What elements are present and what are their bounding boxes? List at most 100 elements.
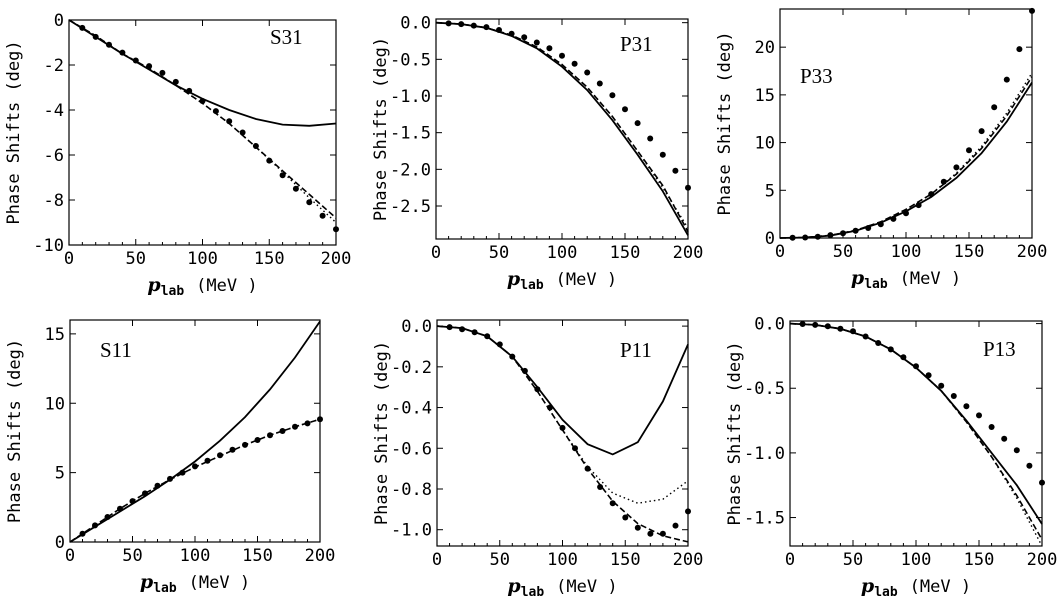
data-point <box>509 353 516 360</box>
panel-p33: 0 50 100 150 200 0 5 10 15 20 P33 Phase Shifts (deg… <box>715 7 1048 292</box>
partial-wave-label: P31 <box>620 32 653 56</box>
y-tick-label: -10 <box>33 236 64 256</box>
partial-wave-label: S31 <box>270 25 303 49</box>
data-point <box>1016 46 1023 53</box>
y-tick-label: 10 <box>45 394 65 414</box>
data-point <box>609 500 616 507</box>
panel-p11: 0 50 100 150 200 0.0 -0.2 -0.4 -0.6 -0.8 -1.0 P11 Ph… <box>372 317 703 600</box>
x-tick-label: 0 <box>431 243 441 263</box>
data-point <box>106 41 112 48</box>
data-point <box>887 346 894 353</box>
x-tick-label: 200 <box>305 546 336 566</box>
data-point <box>596 80 603 87</box>
data-point <box>226 118 233 125</box>
data-point <box>1013 447 1020 454</box>
data-point <box>584 465 591 472</box>
x-tick-label: 50 <box>843 550 863 570</box>
data-point <box>824 323 831 330</box>
data-point <box>459 326 466 333</box>
data-point <box>925 372 932 379</box>
y-tick-label: 0.0 <box>754 315 785 335</box>
data-point <box>79 530 86 537</box>
data-point <box>521 34 528 41</box>
y-tick-label: 20 <box>755 38 775 58</box>
data-point <box>279 428 286 434</box>
data-point <box>292 185 299 192</box>
y-tick-label: -0.5 <box>744 379 785 399</box>
panel-p31: 0 50 100 150 200 0.0 -0.5 -1.0 -1.5 -2.0 -2.5 P31 Ph… <box>371 14 703 293</box>
y-axis-label: Phase Shifts (deg) <box>5 339 25 523</box>
data-point <box>159 69 166 76</box>
data-point <box>659 151 666 158</box>
data-point <box>212 108 219 115</box>
partial-wave-label: P11 <box>620 338 652 362</box>
data-point <box>597 484 604 490</box>
x-tick-label: 100 <box>547 550 578 570</box>
data-point <box>940 178 947 185</box>
data-point <box>837 325 844 332</box>
data-point <box>963 403 970 410</box>
partial-wave-label: P33 <box>800 64 833 88</box>
x-tick-label: 50 <box>126 249 146 269</box>
data-point <box>647 530 654 537</box>
x-tick-label: 50 <box>833 242 853 262</box>
y-tick-label: -4 <box>44 101 64 121</box>
data-point <box>647 135 654 142</box>
x-axis-label: plab (MeV ) <box>507 575 617 600</box>
data-point <box>546 45 553 52</box>
data-point <box>991 104 998 111</box>
dotted-curve <box>435 22 689 229</box>
x-tick-label: 200 <box>1017 242 1048 262</box>
x-tick-label: 200 <box>673 243 704 263</box>
data-point <box>266 157 273 164</box>
y-tick-label: -1.5 <box>390 124 431 144</box>
y-tick-label: 15 <box>755 86 775 106</box>
data-point <box>913 363 919 370</box>
y-tick-label: -0.6 <box>391 439 432 459</box>
y-tick-label: 10 <box>755 134 775 154</box>
y-tick-label: -0.5 <box>390 50 431 70</box>
data-point <box>852 227 859 234</box>
data-point <box>242 441 248 448</box>
x-tick-label: 150 <box>954 242 985 262</box>
x-tick-label: 50 <box>122 546 142 566</box>
data-point <box>976 412 982 419</box>
data-point <box>988 424 995 430</box>
y-axis-label: Phase Shifts (deg) <box>725 341 745 525</box>
data-point <box>92 33 99 40</box>
data-point <box>547 404 553 411</box>
data-point <box>239 129 246 136</box>
data-point <box>966 147 972 154</box>
plot-frame <box>779 8 1033 239</box>
x-tick-label: 150 <box>254 249 285 269</box>
x-tick-label: 150 <box>242 546 273 566</box>
data-point <box>915 202 922 209</box>
data-point <box>1001 435 1008 442</box>
data-point <box>319 212 326 219</box>
data-point <box>938 382 945 389</box>
partial-wave-label: S11 <box>100 338 132 362</box>
y-tick-label: 0.0 <box>401 317 432 337</box>
y-axis-label: Phase Shifts (deg) <box>715 31 735 215</box>
data-point <box>875 340 882 346</box>
dotted-curve <box>779 72 1033 239</box>
y-tick-label: 0 <box>55 533 65 553</box>
data-point <box>559 424 566 431</box>
data-point <box>978 128 985 135</box>
partial-wave-label: P13 <box>983 337 1016 361</box>
data-point <box>119 49 126 56</box>
x-axis-label: plab (MeV ) <box>147 274 257 299</box>
data-point <box>117 505 123 512</box>
dashed-curve <box>69 418 321 543</box>
data-point <box>850 328 856 335</box>
panel-p13: 0 50 100 150 200 0.0 -0.5 -1.0 -1.5 P13 Phase Shif… <box>725 315 1057 600</box>
data-point <box>799 321 806 327</box>
data-point <box>445 20 452 27</box>
data-point <box>186 87 193 94</box>
data-point <box>306 199 313 206</box>
data-point <box>1003 76 1010 83</box>
data-point <box>167 475 173 482</box>
x-tick-label: 200 <box>1027 550 1058 570</box>
solid-curve <box>435 21 689 236</box>
